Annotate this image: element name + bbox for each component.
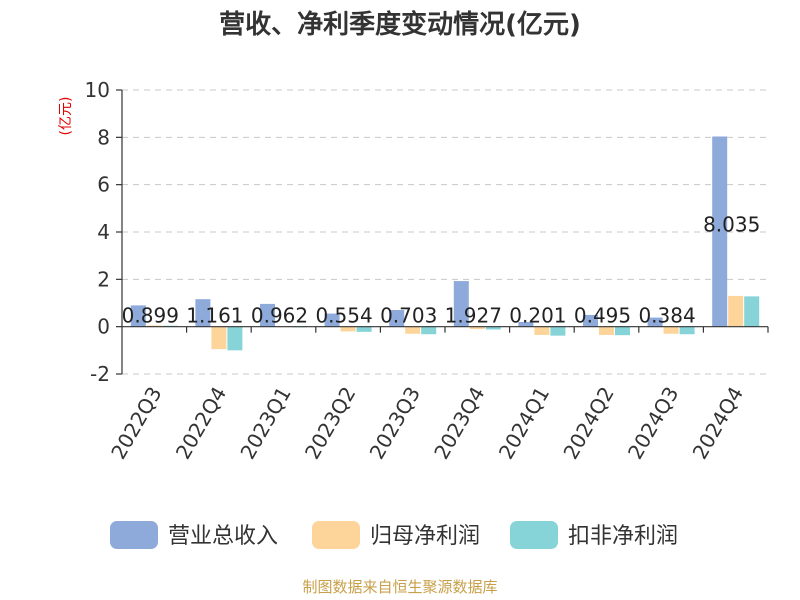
grid-lines: [122, 89, 768, 375]
bar-2024Q1-series-0: [518, 321, 534, 327]
data-label-2024Q3: 0.384: [638, 304, 695, 328]
bar-2023Q4-series-1: [469, 326, 485, 330]
bar-2023Q2-series-2: [356, 326, 372, 332]
bar-2022Q4-series-1: [211, 326, 227, 350]
source-note: 制图数据来自恒生聚源数据库: [302, 578, 497, 596]
bar-2024Q2-series-0: [583, 314, 598, 327]
legend-label-1: 归母净利润: [370, 524, 480, 549]
bar-2022Q4-series-0: [195, 299, 211, 327]
bar-2024Q1-series-2: [550, 326, 566, 336]
bar-2024Q4-series-0: [712, 136, 728, 327]
bar-2024Q3-series-1: [663, 326, 679, 334]
data-label-2023Q3: 0.703: [380, 304, 437, 328]
y-tick-label: 8: [97, 125, 110, 149]
data-label-2023Q2: 0.554: [315, 304, 372, 328]
y-tick-label: 2: [97, 267, 110, 291]
x-tick-label: 2023Q1: [235, 383, 295, 464]
bar-2023Q1-series-0: [260, 303, 275, 327]
x-tick-label: 2023Q4: [429, 383, 489, 464]
data-label-2023Q4: 1.927: [445, 304, 502, 328]
legend-swatch-0: [110, 521, 158, 549]
data-label-2024Q2: 0.495: [574, 304, 631, 328]
legend-label-0: 营业总收入: [168, 524, 278, 549]
chart-title: 营收、净利季度变动情况(亿元): [219, 9, 581, 40]
bar-2024Q4-series-2: [744, 296, 760, 327]
x-tick-label: 2024Q4: [688, 383, 748, 464]
bar-2023Q2-series-0: [324, 313, 340, 327]
y-tick-label: -2: [90, 362, 110, 386]
bar-2024Q2-series-1: [599, 326, 614, 335]
legend-swatch-1: [312, 521, 360, 549]
data-label-2024Q4: 8.035: [703, 213, 760, 237]
x-tick-label: 2024Q2: [558, 383, 618, 464]
bar-2023Q2-series-1: [340, 326, 356, 332]
bar-2024Q3-series-0: [647, 317, 663, 327]
x-tick-label: 2024Q1: [494, 383, 554, 464]
x-tick-label: 2023Q3: [365, 383, 425, 464]
data-label-2024Q1: 0.201: [509, 304, 566, 328]
data-labels: 0.899 1.161 0.962 0.554 0.703 1.927 0.201 0.495…: [122, 213, 761, 328]
x-tick-label: 2023Q2: [300, 383, 360, 464]
x-tick-label: 2024Q3: [623, 383, 683, 464]
bar-2024Q4-series-1: [728, 295, 744, 327]
bar-2024Q2-series-2: [615, 326, 630, 336]
data-label-2022Q3: 0.899: [122, 304, 179, 328]
bar-2024Q1-series-1: [534, 326, 550, 335]
y-tick-label: 10: [85, 78, 110, 102]
bar-2023Q3-series-0: [389, 310, 405, 327]
y-tick-label: 0: [97, 315, 110, 339]
x-tick-label: 2022Q3: [106, 383, 166, 464]
bar-2024Q3-series-2: [679, 326, 695, 335]
bar-2023Q4-series-2: [485, 326, 501, 330]
bar-2022Q4-series-2: [227, 326, 243, 351]
bars: [130, 136, 760, 351]
bar-2023Q3-series-2: [421, 326, 437, 335]
legend: 营业总收入 归母净利润 扣非净利润: [110, 521, 678, 549]
y-tick-label: 6: [97, 173, 110, 197]
legend-label-2: 扣非净利润: [568, 524, 678, 549]
y-axis-unit: (亿元): [58, 97, 74, 136]
x-tick-label: 2022Q4: [171, 383, 231, 464]
data-label-2023Q1: 0.962: [251, 304, 308, 328]
bar-2023Q3-series-1: [405, 326, 421, 334]
data-label-2022Q4: 1.161: [186, 304, 243, 328]
bar-2023Q4-series-0: [453, 281, 469, 327]
bar-2022Q3-series-0: [130, 305, 146, 327]
y-tick-label: 4: [97, 220, 110, 244]
legend-swatch-2: [510, 521, 558, 549]
